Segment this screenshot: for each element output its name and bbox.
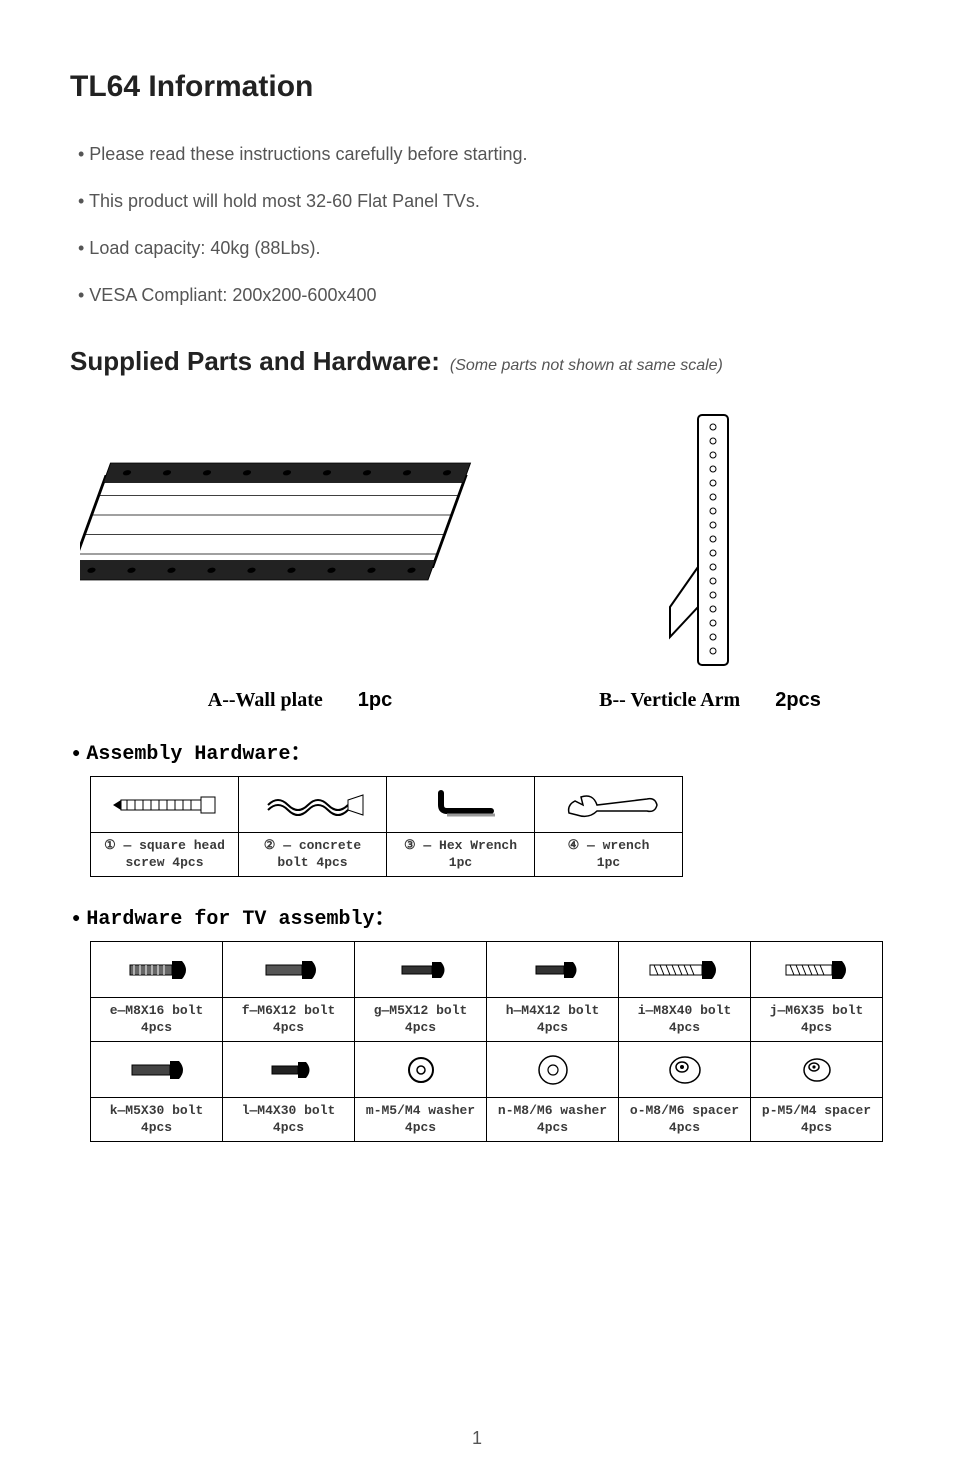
bullet-item: • Please read these instructions careful… bbox=[78, 144, 884, 165]
hw-label-cell: l—M4X30 bolt4pcs bbox=[223, 1098, 355, 1142]
hw-label-cell: p-M5/M4 spacer4pcs bbox=[751, 1098, 883, 1142]
tv-hardware-table: e—M8X16 bolt4pcs f—M6X12 bolt4pcs g—M5X1… bbox=[90, 941, 883, 1142]
bolt-g-icon bbox=[355, 942, 487, 998]
hw-label-cell: e—M8X16 bolt4pcs bbox=[91, 998, 223, 1042]
part-a-wall-plate: A--Wall plate 1pc bbox=[70, 417, 530, 712]
supplied-note: (Some parts not shown at same scale) bbox=[450, 357, 723, 375]
part-a-qty: 1pc bbox=[358, 689, 392, 711]
hw-label-cell: o-M8/M6 spacer4pcs bbox=[619, 1098, 751, 1142]
hw-label-cell: ③ — Hex Wrench 1pc bbox=[387, 833, 535, 877]
bolt-e-icon bbox=[91, 942, 223, 998]
bolt-f-icon bbox=[223, 942, 355, 998]
info-bullets: • Please read these instructions careful… bbox=[70, 144, 884, 306]
spacer-p-icon bbox=[751, 1042, 883, 1098]
bolt-k-icon bbox=[91, 1042, 223, 1098]
hw-label-cell: n-M8/M6 washer4pcs bbox=[487, 1098, 619, 1142]
bullet-item: • VESA Compliant: 200x200-600x400 bbox=[78, 285, 884, 306]
hw-label-cell: ② — concrete bolt 4pcs bbox=[239, 833, 387, 877]
hw-label-cell: i—M8X40 bolt4pcs bbox=[619, 998, 751, 1042]
page-title: TL64 Information bbox=[70, 70, 884, 104]
square-head-screw-icon bbox=[91, 777, 239, 833]
part-a-caption: A--Wall plate bbox=[208, 689, 323, 711]
bolt-j-icon bbox=[751, 942, 883, 998]
part-b-vertical-arm: B-- Verticle Arm 2pcs bbox=[580, 407, 840, 712]
supplied-title: Supplied Parts and Hardware: bbox=[70, 346, 440, 377]
major-parts-row: A--Wall plate 1pc B-- Verticle Arm 2pcs bbox=[70, 407, 884, 712]
hex-wrench-icon bbox=[387, 777, 535, 833]
part-b-caption: B-- Verticle Arm bbox=[599, 689, 740, 711]
hw-label-cell: ① — square head screw 4pcs bbox=[91, 833, 239, 877]
hw-label-cell: m-M5/M4 washer4pcs bbox=[355, 1098, 487, 1142]
hw-label-cell: g—M5X12 bolt4pcs bbox=[355, 998, 487, 1042]
hw-label-cell: ④ — wrench 1pc bbox=[535, 833, 683, 877]
hw-label-cell: h—M4X12 bolt4pcs bbox=[487, 998, 619, 1042]
hw-label-cell: k—M5X30 bolt4pcs bbox=[91, 1098, 223, 1142]
spacer-o-icon bbox=[619, 1042, 751, 1098]
bullet-item: • Load capacity: 40kg (88Lbs). bbox=[78, 238, 884, 259]
wall-plate-icon bbox=[80, 417, 520, 677]
assembly-hardware-table: ① — square head screw 4pcs ② — concrete … bbox=[90, 776, 683, 877]
supplied-heading: Supplied Parts and Hardware: (Some parts… bbox=[70, 346, 884, 377]
washer-m-icon bbox=[355, 1042, 487, 1098]
vertical-arm-icon bbox=[650, 407, 770, 677]
washer-n-icon bbox=[487, 1042, 619, 1098]
bullet-item: • This product will hold most 32-60 Flat… bbox=[78, 191, 884, 212]
hw-label-cell: f—M6X12 bolt4pcs bbox=[223, 998, 355, 1042]
bolt-i-icon bbox=[619, 942, 751, 998]
page-number: 1 bbox=[472, 1428, 482, 1449]
tv-hardware-label: Hardware for TV assembly： bbox=[70, 901, 884, 931]
bolt-h-icon bbox=[487, 942, 619, 998]
assembly-hardware-label: Assembly Hardware： bbox=[70, 736, 884, 766]
wrench-icon bbox=[535, 777, 683, 833]
hw-label-cell: j—M6X35 bolt4pcs bbox=[751, 998, 883, 1042]
concrete-bolt-icon bbox=[239, 777, 387, 833]
bolt-l-icon bbox=[223, 1042, 355, 1098]
part-b-qty: 2pcs bbox=[775, 689, 821, 711]
